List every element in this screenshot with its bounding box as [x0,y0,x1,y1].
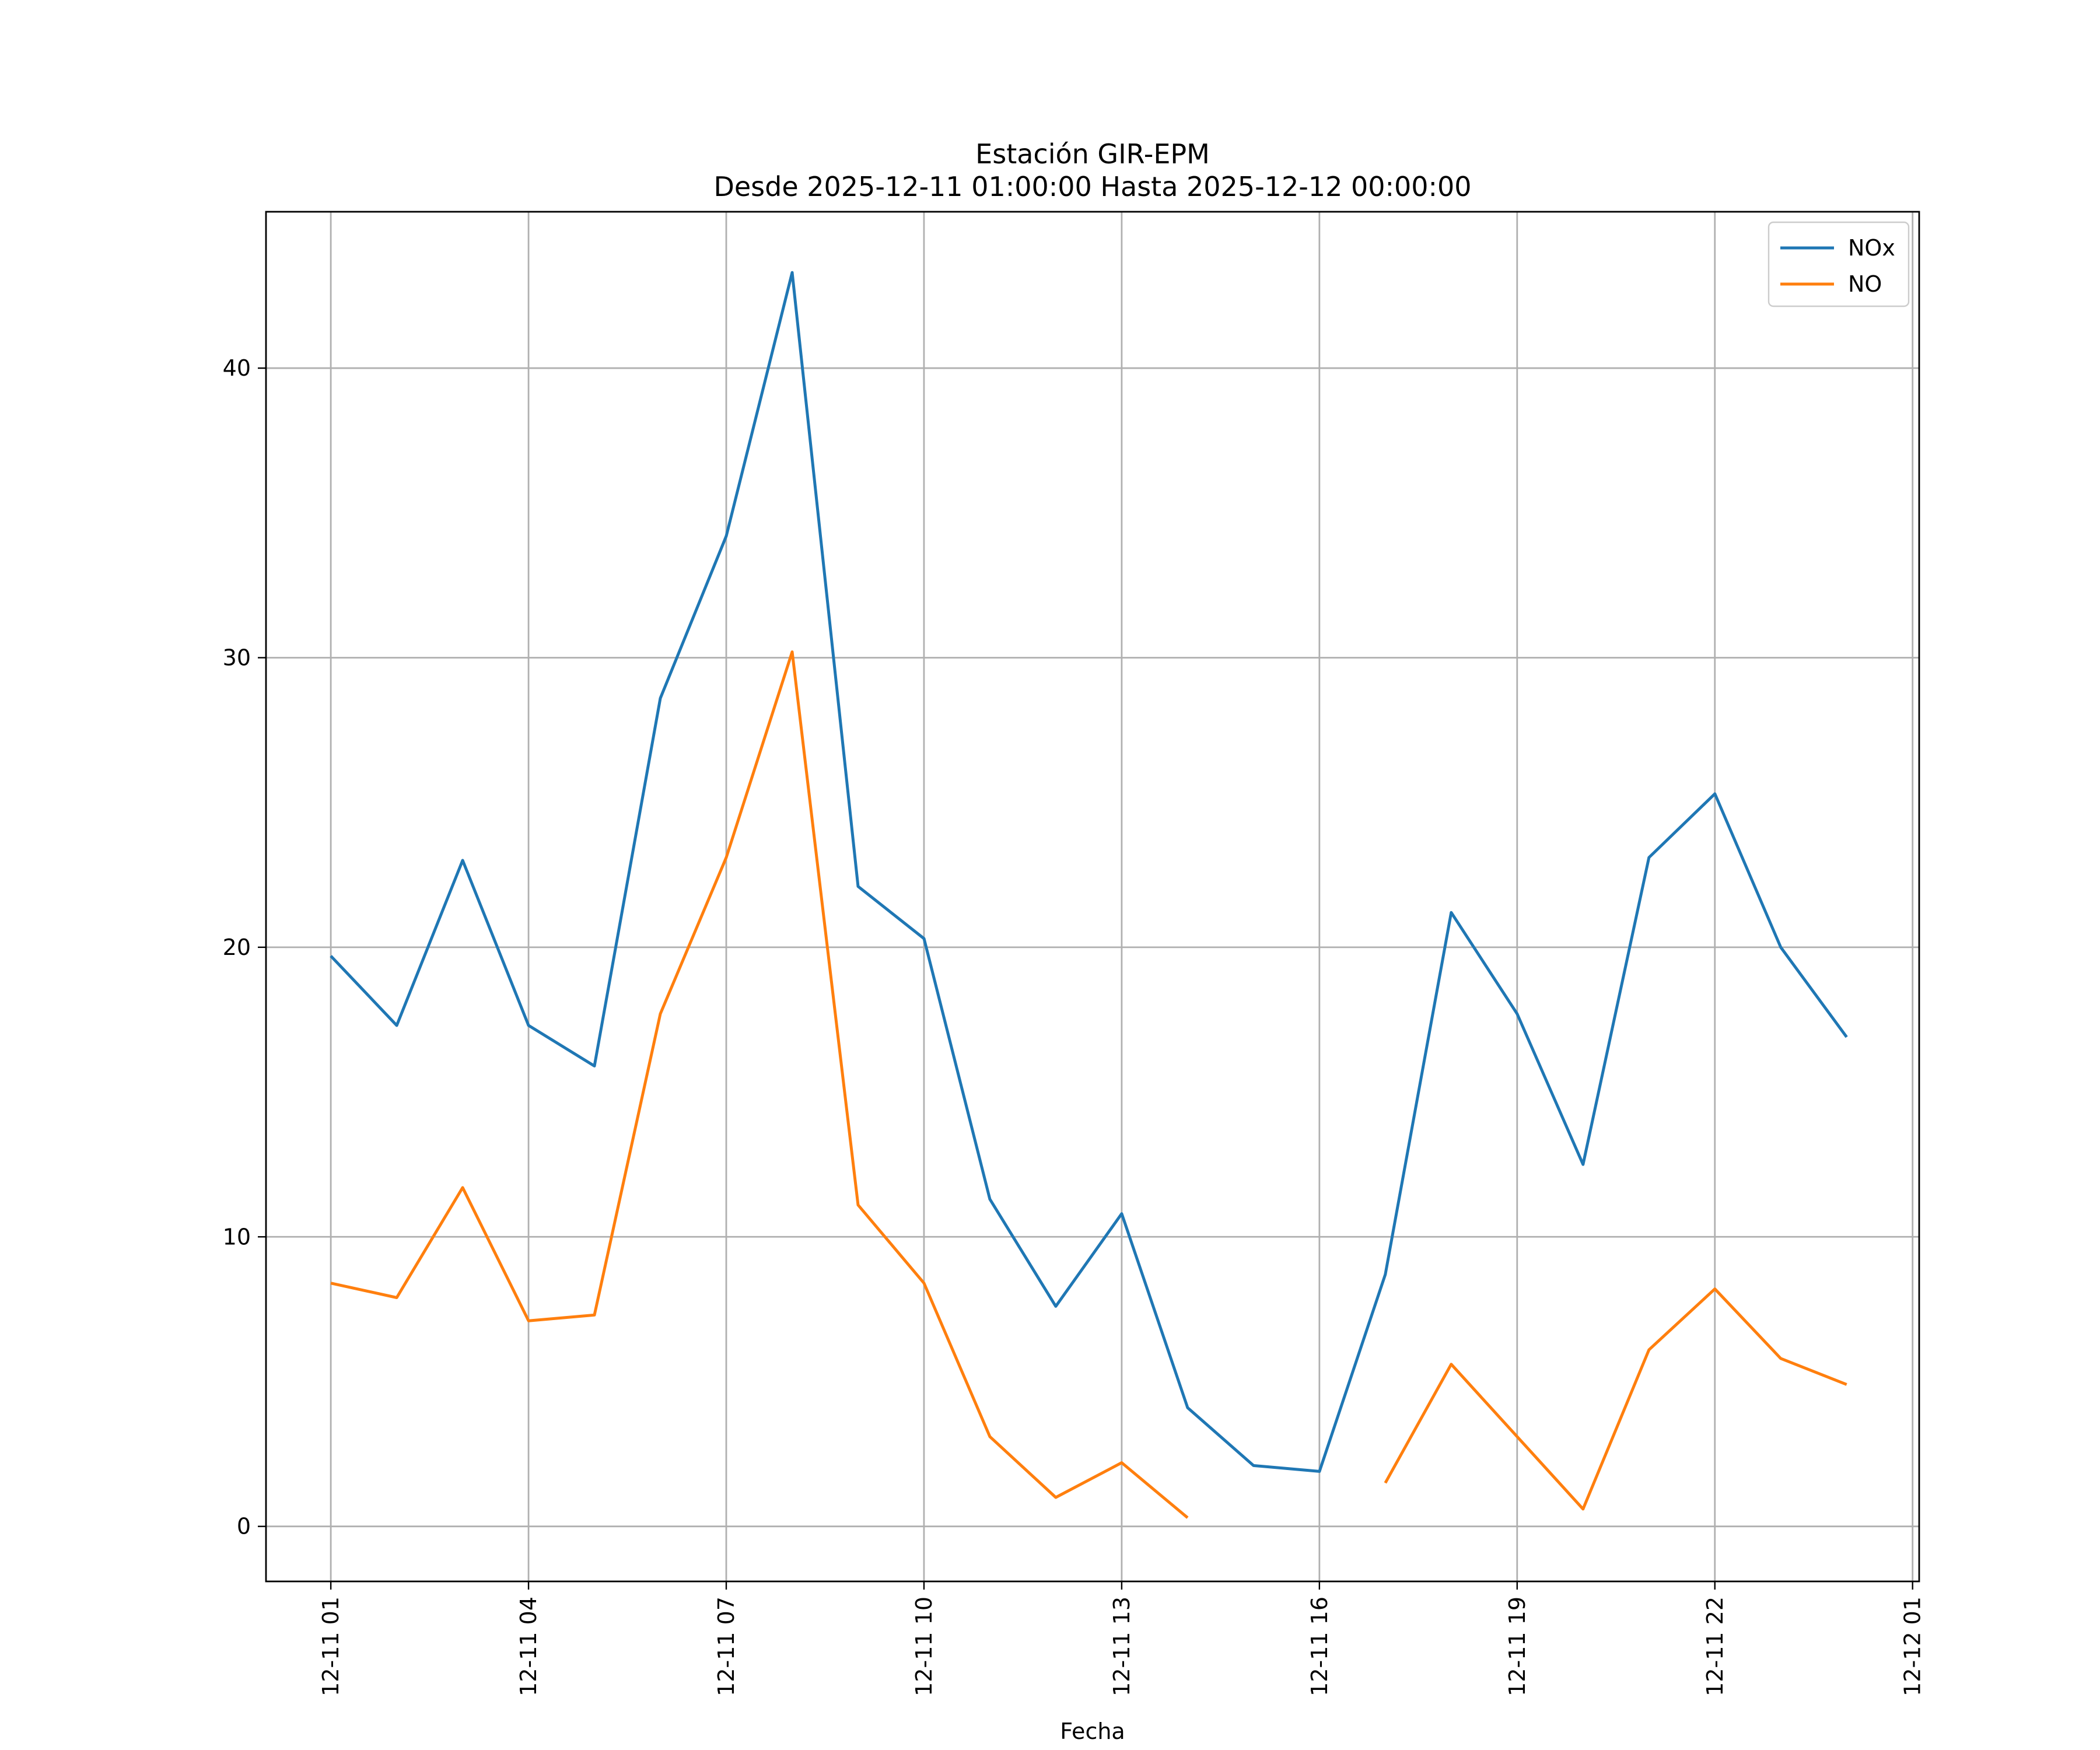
y-tick-label: 0 [237,1514,251,1539]
x-tick-label: 12-11 22 [1702,1597,1728,1696]
x-tick-label: 12-11 13 [1109,1597,1135,1696]
legend-label-nox: NOx [1848,235,1895,261]
y-tick-label: 20 [223,935,251,960]
x-tick-label: 12-11 16 [1307,1597,1332,1696]
x-tick-label: 12-11 10 [911,1597,937,1696]
y-tick-label: 30 [223,645,251,670]
chart-title: Estación GIR-EPM [975,138,1210,170]
chart-subtitle: Desde 2025-12-11 01:00:00 Hasta 2025-12-… [713,171,1471,202]
y-tick-label: 10 [223,1224,251,1250]
x-tick-label: 12-11 04 [516,1597,541,1696]
grid [266,212,1919,1581]
x-tick-label: 12-12 01 [1900,1597,1926,1696]
legend: NOx NO [1768,221,1910,307]
series-lines [330,271,1848,1519]
x-tick-label: 12-11 19 [1504,1597,1530,1696]
axis-ticks: 12-11 01 12-11 04 12-11 07 12-11 10 12-11 13… [223,355,1926,1696]
y-tick-label: 40 [223,355,251,381]
legend-label-no: NO [1848,271,1882,297]
series-line-no [330,650,1847,1519]
plot-frame [265,211,1920,1583]
series-line-nox [330,271,1848,1473]
x-tick-label: 12-11 07 [713,1597,739,1696]
x-axis-label: Fecha [1060,1718,1125,1744]
x-tick-label: 12-11 01 [318,1597,344,1696]
